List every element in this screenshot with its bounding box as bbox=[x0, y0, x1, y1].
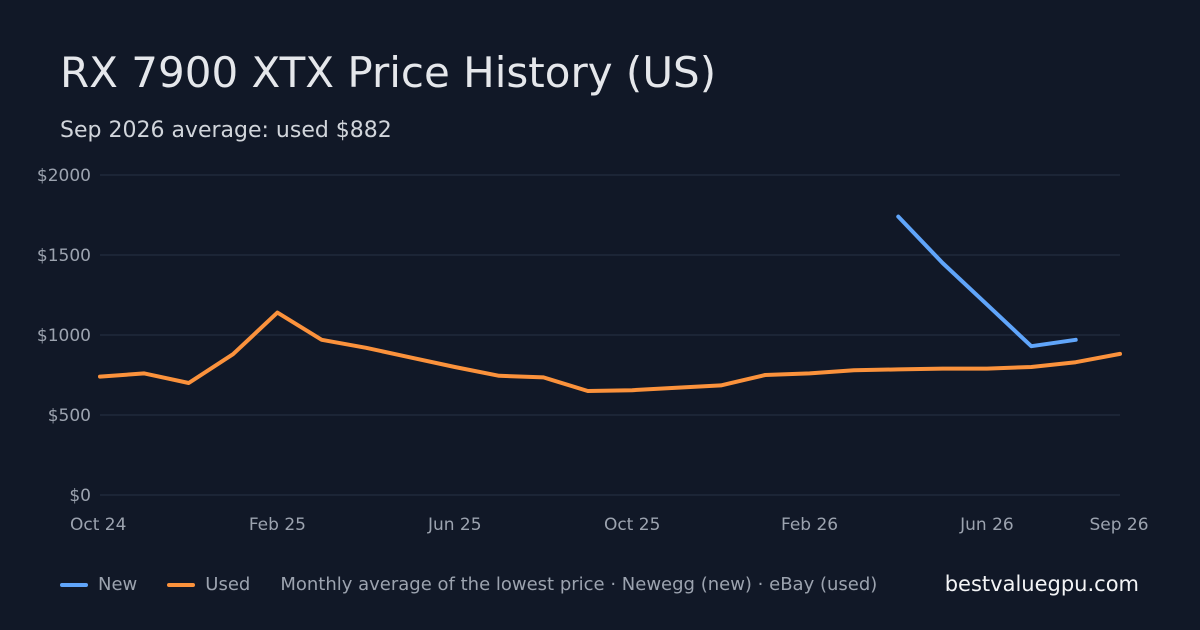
legend: New Used Monthly average of the lowest p… bbox=[60, 574, 877, 595]
x-tick-label: Jun 26 bbox=[959, 515, 1014, 535]
series-lines bbox=[98, 214, 1122, 393]
legend-swatch-new bbox=[60, 582, 88, 587]
x-tick-label: Oct 24 bbox=[70, 515, 126, 535]
chart-grid bbox=[100, 174, 1120, 496]
legend-source-note: Monthly average of the lowest price · Ne… bbox=[280, 574, 878, 595]
x-tick-label: Feb 26 bbox=[781, 515, 838, 535]
legend-item-used: Used bbox=[167, 574, 250, 595]
x-tick-label: Feb 25 bbox=[249, 515, 306, 535]
series-line-used bbox=[98, 310, 1122, 393]
x-tick-label: Jun 25 bbox=[427, 515, 482, 535]
y-tick-label: $2000 bbox=[37, 166, 91, 186]
y-axis-tick-labels: $0 $500 $1000 $1500 $2000 bbox=[37, 166, 91, 506]
legend-label-used: Used bbox=[205, 574, 251, 595]
y-tick-label: $0 bbox=[69, 486, 91, 506]
x-tick-label: Sep 26 bbox=[1089, 515, 1148, 535]
y-tick-label: $500 bbox=[48, 406, 91, 426]
legend-label-new: New bbox=[98, 574, 138, 595]
x-tick-label: Oct 25 bbox=[604, 515, 660, 535]
chart-subtitle: Sep 2026 average: used $882 bbox=[60, 118, 392, 143]
legend-item-new: New bbox=[60, 574, 137, 595]
y-tick-label: $1000 bbox=[37, 326, 91, 346]
legend-swatch-used bbox=[167, 582, 196, 587]
x-axis-tick-labels: Oct 24 Feb 25 Jun 25 Oct 25 Feb 26 Jun 26 Sep … bbox=[70, 515, 1149, 535]
y-tick-label: $1500 bbox=[37, 246, 91, 266]
chart-title: RX 7900 XTX Price History (US) bbox=[60, 48, 717, 97]
brand-watermark: bestvaluegpu.com bbox=[944, 572, 1139, 596]
series-line-new bbox=[896, 214, 1078, 349]
